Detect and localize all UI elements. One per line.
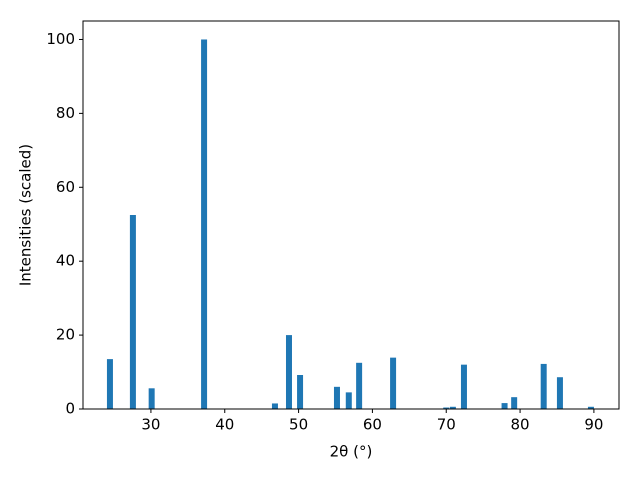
bar (587, 406, 594, 409)
x-tick-label: 80 (511, 416, 530, 434)
x-axis-label: 2θ (°) (330, 443, 373, 461)
plot-frame (82, 20, 620, 410)
bar (501, 403, 508, 409)
y-tick-label: 40 (56, 252, 75, 270)
y-tick-label: 20 (56, 326, 75, 344)
bar (556, 377, 563, 409)
bar (333, 386, 340, 409)
bar (345, 392, 352, 409)
y-tick-label: 0 (65, 400, 75, 418)
bar (106, 359, 113, 409)
bar (511, 397, 518, 409)
x-tick-label: 50 (289, 416, 308, 434)
bar (443, 407, 450, 409)
bar (390, 357, 397, 409)
bar (285, 335, 292, 409)
bar (148, 388, 155, 409)
bar (540, 363, 547, 409)
y-tick-label: 80 (56, 104, 75, 122)
y-tick-label: 60 (56, 178, 75, 196)
bar (129, 215, 136, 409)
x-tick-label: 60 (363, 416, 382, 434)
x-tick-label: 30 (141, 416, 160, 434)
bar (460, 364, 467, 409)
x-tick-label: 40 (215, 416, 234, 434)
bar (449, 406, 456, 409)
y-tick-label: 100 (46, 30, 75, 48)
y-axis-label: Intensities (scaled) (17, 144, 35, 286)
x-tick-label: 70 (437, 416, 456, 434)
bar (271, 403, 278, 409)
bar (297, 375, 304, 409)
x-tick-label: 90 (584, 416, 603, 434)
bar (356, 362, 363, 409)
bar (201, 39, 208, 409)
